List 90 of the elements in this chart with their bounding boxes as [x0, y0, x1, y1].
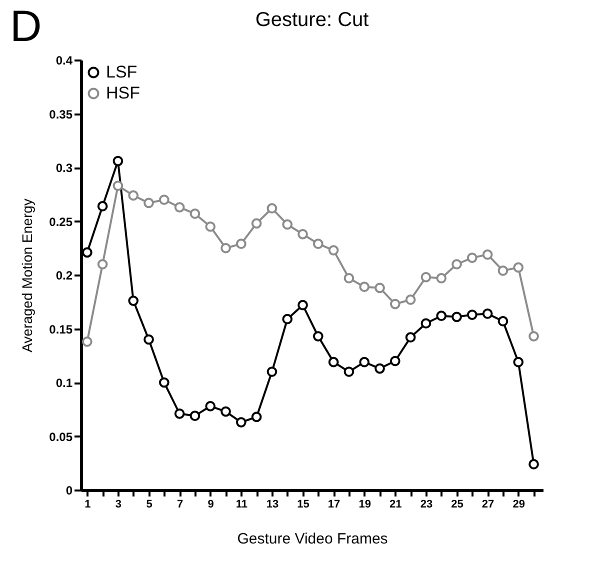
point	[498, 316, 508, 326]
y-axis-title: Averaged Motion Energy	[19, 198, 36, 352]
y-tick-label: 0.05	[49, 430, 73, 444]
point	[466, 310, 478, 320]
x-tick-label: 13	[266, 498, 279, 510]
legend-label: HSF	[106, 84, 140, 102]
point	[174, 202, 185, 212]
text: D	[10, 2, 42, 52]
point	[482, 308, 493, 319]
point	[359, 356, 370, 368]
point	[128, 296, 139, 306]
point	[528, 459, 539, 470]
point	[266, 203, 278, 214]
x-tick-label: 11	[236, 498, 248, 510]
x-tick-label: 15	[297, 498, 310, 510]
point	[312, 238, 324, 249]
point	[359, 282, 370, 292]
point	[298, 300, 308, 310]
y-tick-label: 0.25	[49, 214, 73, 229]
point	[436, 310, 447, 322]
point	[97, 201, 108, 212]
point	[174, 408, 185, 419]
point	[466, 252, 478, 263]
point	[97, 259, 108, 270]
point	[144, 198, 154, 208]
point	[452, 259, 462, 270]
point	[513, 356, 524, 368]
point	[205, 221, 216, 232]
point	[128, 190, 139, 201]
point	[405, 332, 416, 343]
x-tick-label: 5	[146, 498, 152, 510]
point	[190, 410, 200, 421]
x-tick-label: 19	[358, 498, 371, 510]
point	[82, 336, 92, 347]
chart-title: Gesture: Cut	[255, 9, 370, 31]
x-tick-label: 21	[390, 498, 402, 510]
point	[390, 356, 400, 366]
point	[205, 400, 216, 412]
x-tick-label: 7	[176, 498, 184, 510]
point	[220, 242, 231, 254]
point	[251, 412, 262, 422]
x-tick-label: 17	[328, 498, 340, 510]
x-tick-label: 3	[115, 498, 122, 510]
point	[528, 331, 539, 342]
x-tick-label: 23	[420, 498, 433, 510]
y-tick-label: 0.4	[56, 54, 73, 68]
point	[482, 249, 493, 260]
legend-label: LSF	[106, 62, 138, 82]
x-tick-label: 29	[512, 498, 525, 510]
point	[112, 180, 124, 191]
point	[405, 294, 416, 305]
x-tick-label: 1	[84, 498, 91, 510]
point	[158, 377, 170, 388]
x-tick-label: 9	[208, 498, 214, 510]
x-tick-label: 25	[451, 498, 464, 510]
point	[82, 247, 92, 258]
point	[328, 356, 339, 368]
point	[344, 366, 354, 377]
point	[452, 312, 462, 322]
point	[374, 282, 385, 294]
y-tick-label: 0.15	[49, 322, 73, 336]
point	[420, 272, 432, 282]
point	[158, 194, 170, 205]
point	[282, 314, 293, 324]
point	[436, 273, 447, 284]
point	[236, 238, 246, 249]
y-tick-label: 0.2	[56, 268, 73, 282]
point	[282, 219, 293, 230]
point	[144, 334, 154, 345]
point	[328, 245, 339, 256]
y-tick-label: 0	[66, 484, 73, 498]
x-axis-title: Gesture Video Frames	[237, 530, 388, 548]
point	[251, 218, 262, 229]
point	[513, 262, 524, 273]
point	[190, 208, 200, 219]
point	[344, 273, 354, 284]
point	[236, 417, 246, 428]
point	[112, 156, 124, 166]
y-tick-label: 0.35	[49, 107, 73, 122]
point	[420, 318, 432, 329]
point	[390, 298, 400, 310]
y-tick-label: 0.3	[56, 161, 73, 175]
x-tick-label: 27	[482, 498, 494, 510]
point	[498, 266, 508, 276]
point	[298, 228, 308, 240]
point	[312, 331, 324, 342]
point	[266, 366, 278, 377]
point	[374, 363, 385, 374]
point	[220, 406, 231, 417]
y-tick-label: 0.1	[56, 376, 73, 390]
